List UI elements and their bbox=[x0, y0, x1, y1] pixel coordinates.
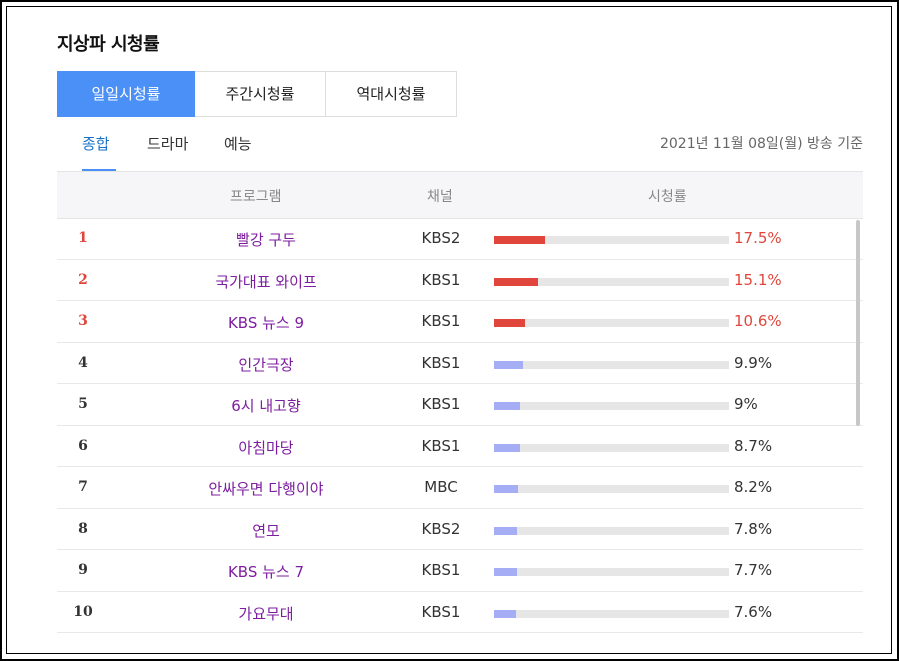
channel-name: KBS1 bbox=[421, 353, 461, 372]
table-row: 5 6시 내고향 KBS1 9% bbox=[57, 384, 863, 426]
rank-number: 5 bbox=[78, 396, 88, 412]
rating-bar-fill bbox=[494, 485, 519, 493]
rating-bar-track bbox=[494, 526, 729, 535]
rank-number: 10 bbox=[73, 603, 93, 620]
rank-number: 8 bbox=[78, 520, 88, 537]
rating-bar-track bbox=[494, 609, 729, 618]
channel-name: MBC bbox=[424, 478, 458, 496]
column-channel: 채널 bbox=[427, 189, 453, 205]
table-row: 4 인간극장 KBS1 9.9% bbox=[57, 343, 863, 384]
table-row: 2 국가대표 와이프 KBS1 15.1% bbox=[57, 260, 863, 301]
table-row: 6 아침마당 KBS1 8.7% bbox=[57, 426, 863, 467]
rank-number: 3 bbox=[78, 313, 88, 329]
rating-bar-track bbox=[494, 319, 729, 327]
rating-bar-track bbox=[494, 402, 729, 410]
channel-name: KBS1 bbox=[421, 395, 461, 413]
channel-name: KBS1 bbox=[421, 602, 461, 621]
rating-bar-track bbox=[494, 568, 729, 576]
rank-number: 1 bbox=[78, 230, 88, 246]
table-row: 8 연모 KBS2 7.8% bbox=[57, 509, 863, 550]
page-title: 지상파 시청률 bbox=[57, 34, 160, 55]
rating-bar-track bbox=[494, 485, 729, 493]
rank-number: 4 bbox=[78, 354, 88, 371]
table-row: 10 가요무대 KBS1 7.6% bbox=[57, 592, 863, 633]
active-subtab-indicator bbox=[82, 169, 116, 171]
scrollbar-thumb[interactable] bbox=[856, 220, 860, 426]
channel-name: KBS2 bbox=[421, 519, 461, 538]
rank-number: 9 bbox=[78, 562, 88, 578]
rating-value: 8.7% bbox=[734, 436, 773, 455]
subtab-overall[interactable]: 종합 bbox=[82, 135, 110, 153]
rating-value: 10.6% bbox=[734, 312, 782, 330]
table-row: 3 KBS 뉴스 9 KBS1 10.6% bbox=[57, 301, 863, 343]
program-link[interactable]: 안싸우면 다행이야 bbox=[208, 480, 324, 498]
program-link[interactable]: 아침마당 bbox=[238, 438, 294, 457]
rating-bar-fill bbox=[494, 443, 520, 452]
ratings-list: 1 빨강 구두 KBS2 17.5% 2 국가대표 와이프 KBS1 15.1% 3 KBS 뉴스… bbox=[57, 218, 863, 633]
rating-bar-fill bbox=[494, 236, 546, 244]
rating-bar-fill bbox=[494, 609, 517, 618]
period-tabs: 일일시청률 주간시청률 역대시청률 bbox=[57, 71, 457, 117]
program-link[interactable]: 연모 bbox=[252, 521, 280, 540]
rating-value: 8.2% bbox=[734, 478, 773, 496]
channel-name: KBS1 bbox=[421, 436, 461, 455]
rating-bar-fill bbox=[494, 402, 521, 410]
table-row: 1 빨강 구두 KBS2 17.5% bbox=[57, 218, 863, 260]
rating-bar-track bbox=[494, 360, 729, 369]
rating-value: 7.7% bbox=[734, 561, 773, 579]
subtab-variety[interactable]: 예능 bbox=[224, 135, 252, 153]
rating-bar-track bbox=[494, 277, 729, 286]
broadcast-date: 2021년 11월 08일(월) 방송 기준 bbox=[659, 136, 863, 152]
program-link[interactable]: 가요무대 bbox=[238, 604, 294, 623]
rating-bar-fill bbox=[494, 568, 517, 576]
tab-daily[interactable]: 일일시청률 bbox=[57, 71, 195, 117]
rating-bar-fill bbox=[494, 526, 517, 535]
rating-value: 7.8% bbox=[734, 519, 773, 538]
rank-number: 2 bbox=[78, 271, 88, 288]
channel-name: KBS1 bbox=[421, 561, 461, 579]
program-link[interactable]: KBS 뉴스 9 bbox=[227, 314, 305, 332]
program-link[interactable]: 국가대표 와이프 bbox=[215, 272, 317, 291]
program-link[interactable]: 빨강 구두 bbox=[236, 231, 296, 249]
table-row: 7 안싸우면 다행이야 MBC 8.2% bbox=[57, 467, 863, 509]
rating-bar-track bbox=[494, 236, 729, 244]
program-link[interactable]: 인간극장 bbox=[238, 355, 294, 374]
rank-number: 7 bbox=[78, 479, 88, 495]
program-link[interactable]: KBS 뉴스 7 bbox=[227, 563, 305, 581]
table-row: 9 KBS 뉴스 7 KBS1 7.7% bbox=[57, 550, 863, 592]
subtab-drama[interactable]: 드라마 bbox=[147, 135, 189, 153]
tab-all-time[interactable]: 역대시청률 bbox=[326, 71, 457, 117]
rating-bar-track bbox=[494, 443, 729, 452]
rating-value: 17.5% bbox=[734, 229, 782, 247]
inner-frame bbox=[6, 6, 892, 654]
program-link[interactable]: 6시 내고향 bbox=[231, 397, 301, 415]
tab-weekly[interactable]: 주간시청률 bbox=[195, 71, 326, 117]
rating-bar-fill bbox=[494, 360, 524, 369]
rating-value: 9% bbox=[734, 395, 758, 413]
rating-bar-fill bbox=[494, 277, 539, 286]
rating-bar-fill bbox=[494, 319, 526, 327]
channel-name: KBS1 bbox=[421, 270, 461, 289]
column-rating: 시청률 bbox=[648, 189, 687, 205]
channel-name: KBS2 bbox=[421, 229, 461, 247]
table-header: 프로그램 채널 시청률 bbox=[57, 171, 863, 219]
rating-value: 9.9% bbox=[734, 353, 773, 372]
channel-name: KBS1 bbox=[421, 312, 461, 330]
category-bar: 종합 드라마 예능 2021년 11월 08일(월) 방송 기준 bbox=[57, 117, 863, 171]
rank-number: 6 bbox=[78, 437, 88, 454]
rating-value: 15.1% bbox=[734, 270, 782, 289]
column-program: 프로그램 bbox=[230, 189, 282, 205]
rating-value: 7.6% bbox=[734, 602, 773, 621]
